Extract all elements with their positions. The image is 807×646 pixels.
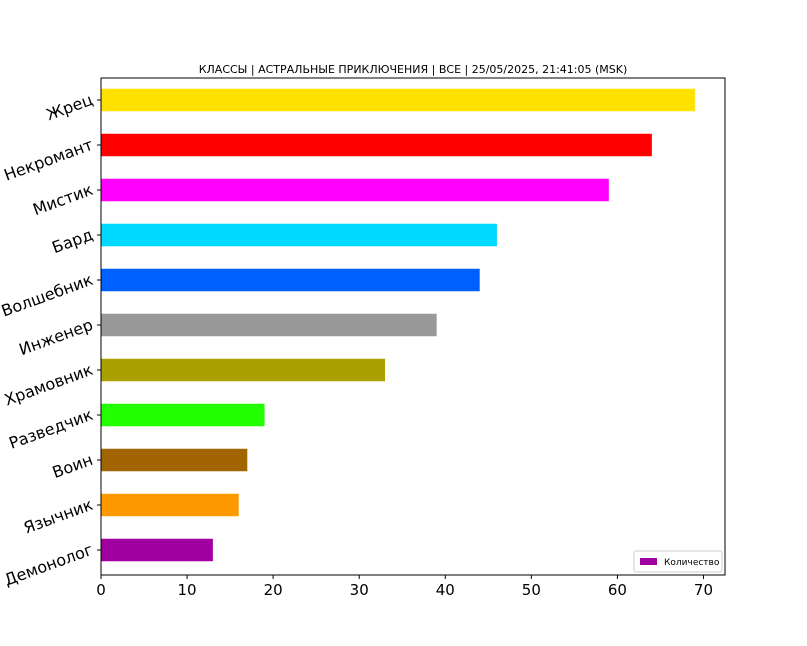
chart-title: КЛАССЫ | АСТРАЛЬНЫЕ ПРИКЛЮЧЕНИЯ | ВСЕ | … bbox=[199, 63, 628, 76]
x-tick-label: 50 bbox=[522, 581, 541, 599]
y-tick-label: Язычник bbox=[21, 495, 96, 538]
x-tick-label: 60 bbox=[608, 581, 627, 599]
x-tick-label: 70 bbox=[694, 581, 713, 599]
y-tick-label: Демонолог bbox=[2, 540, 96, 590]
y-tick-label: Некромант bbox=[1, 135, 95, 185]
bar bbox=[101, 268, 480, 292]
legend-label: Количество bbox=[664, 558, 720, 568]
legend-swatch bbox=[640, 558, 657, 565]
x-tick-label: 40 bbox=[436, 581, 455, 599]
y-tick-label: Бард bbox=[49, 225, 95, 257]
x-tick-label: 0 bbox=[96, 581, 106, 599]
bar bbox=[101, 313, 437, 337]
legend: Количество bbox=[633, 550, 723, 573]
y-tick-label: Воин bbox=[50, 450, 96, 482]
y-tick-label: Храмовник bbox=[2, 360, 96, 410]
y-tick-label: Волшебник bbox=[0, 270, 96, 321]
bar bbox=[101, 448, 248, 472]
y-tick-label: Жрец bbox=[44, 90, 96, 124]
legend-box bbox=[633, 550, 723, 573]
bar bbox=[101, 88, 695, 112]
y-tick-label: Разведчик bbox=[6, 405, 95, 453]
bar bbox=[101, 178, 609, 202]
y-tick-label: Мистик bbox=[30, 180, 95, 219]
bar bbox=[101, 358, 386, 382]
bar bbox=[101, 133, 652, 157]
plot-frame bbox=[100, 77, 726, 576]
x-axis: 0 10 20 30 40 50 60 70 bbox=[96, 575, 713, 599]
x-tick-label: 20 bbox=[264, 581, 283, 599]
bar bbox=[101, 538, 213, 562]
y-tick-label: Инженер bbox=[16, 315, 95, 359]
bars-group bbox=[101, 88, 695, 562]
x-tick-label: 30 bbox=[350, 581, 369, 599]
bar bbox=[101, 403, 265, 427]
x-tick-label: 10 bbox=[178, 581, 197, 599]
bar bbox=[101, 223, 497, 247]
bar bbox=[101, 493, 239, 517]
